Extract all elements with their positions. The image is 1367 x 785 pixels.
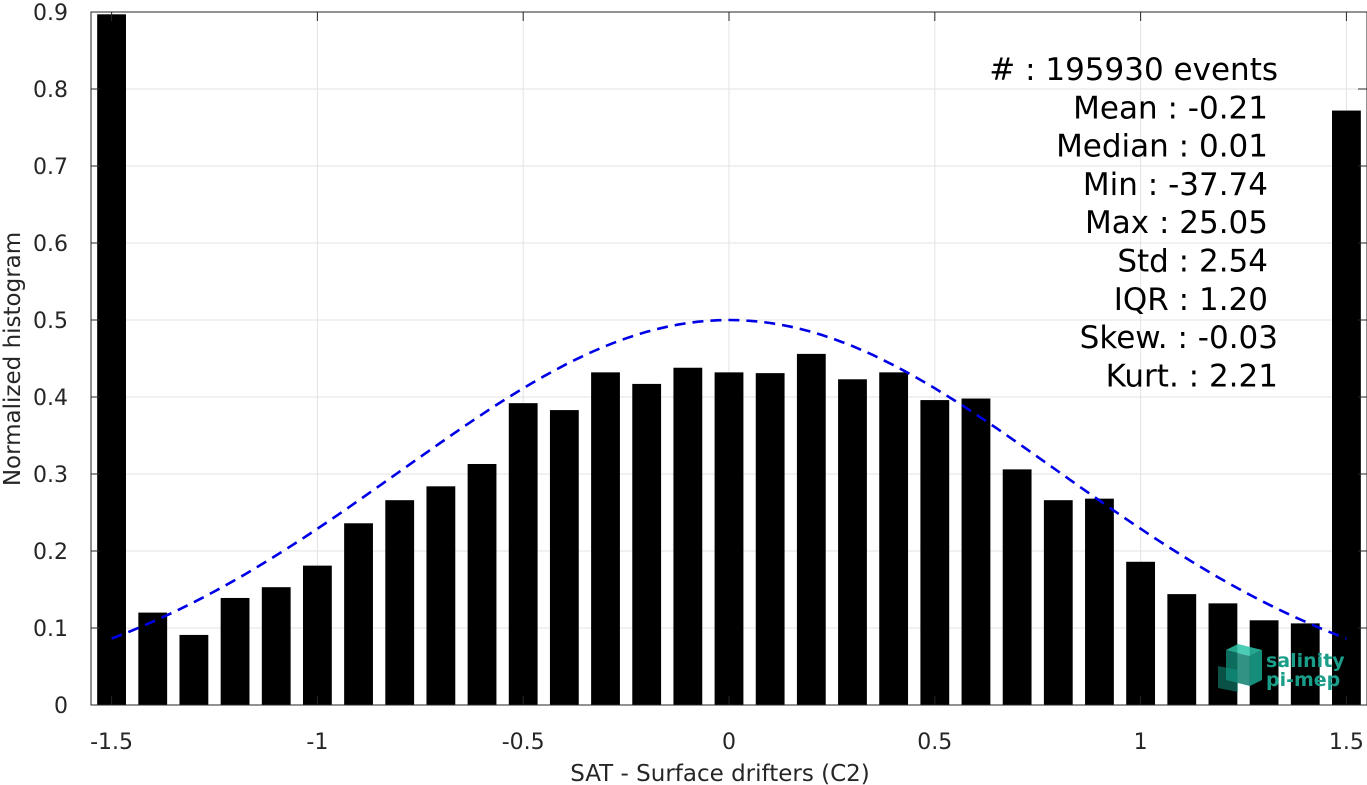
y-tick-label-0: 0: [54, 694, 68, 719]
y-tick-label-4: 0.4: [33, 386, 68, 411]
histogram-bar-19: [879, 372, 909, 705]
histogram-bar-29: [1290, 623, 1320, 705]
y-axis-label: Normalized histogram: [0, 232, 26, 486]
histogram-bar-25: [1126, 561, 1156, 705]
histogram-bar-14: [673, 367, 703, 705]
histogram-bar-8: [426, 486, 456, 705]
histogram-bar-24: [1085, 498, 1114, 705]
x-tick-label-4: 0.5: [917, 730, 952, 755]
histogram-bar-6: [344, 523, 373, 705]
histogram-bar-12: [591, 372, 620, 705]
histogram-bar-18: [838, 379, 867, 705]
axis-ticks: [91, 11, 1367, 706]
histogram-bar-23: [1043, 500, 1073, 705]
x-tick-label-2: -0.5: [502, 730, 545, 755]
stat-line-6: IQR : 1.20: [1114, 282, 1268, 318]
histogram-bar-22: [1002, 469, 1032, 705]
fit-curve-group: [111, 318, 1347, 640]
histogram-bar-3: [220, 597, 250, 705]
y-tick-label-7: 0.7: [33, 155, 68, 180]
histogram-bar-0: [97, 14, 126, 706]
y-tick-label-8: 0.8: [33, 78, 68, 103]
histogram-bar-16: [755, 373, 785, 705]
histogram-bar-9: [467, 463, 497, 705]
x-axis-label: SAT - Surface drifters (C2): [570, 761, 870, 785]
x-tick-label-3: 0: [722, 730, 736, 755]
stat-line-0: # : 195930 events: [989, 52, 1278, 88]
histogram-bar-4: [261, 587, 291, 705]
stat-line-7: Skew. : -0.03: [1080, 320, 1278, 356]
x-tick-label-1: -1: [306, 730, 328, 755]
histogram-bar-21: [961, 398, 991, 705]
y-tick-label-5: 0.5: [33, 309, 68, 334]
histogram-bar-1: [138, 612, 168, 705]
histogram-bars: [97, 14, 1361, 706]
histogram-bar-15: [714, 372, 744, 705]
x-tick-label-0: -1.5: [90, 730, 133, 755]
histogram-bar-30: [1332, 110, 1361, 705]
logo-text-pimep: pi-mep: [1266, 669, 1340, 691]
x-tick-labels: -1.5 -1 -0.5 0 0.5 1 1.5: [90, 730, 1364, 755]
salinity-pimep-logo: salinity pi-mep: [1218, 644, 1345, 692]
histogram-bar-11: [549, 410, 579, 705]
histogram-bar-5: [302, 565, 332, 705]
y-tick-label-9: 0.9: [33, 1, 68, 26]
stat-line-4: Max : 25.05: [1085, 205, 1268, 241]
x-tick-label-6: 1.5: [1329, 730, 1364, 755]
stat-line-2: Median : 0.01: [1056, 129, 1268, 165]
stat-line-3: Min : -37.74: [1083, 167, 1268, 203]
y-tick-label-6: 0.6: [33, 232, 68, 257]
histogram-bar-13: [632, 383, 662, 705]
stat-line-8: Kurt. : 2.21: [1106, 358, 1278, 394]
y-tick-label-2: 0.2: [33, 540, 68, 565]
y-tick-label-3: 0.3: [33, 463, 68, 488]
histogram-bar-2: [179, 634, 209, 705]
stat-line-1: Mean : -0.21: [1073, 90, 1268, 126]
y-tick-labels: 0 0.1 0.2 0.3 0.4 0.5 0.6 0.7 0.8 0.9: [33, 1, 68, 719]
stat-line-5: Std : 2.54: [1117, 244, 1268, 280]
histogram-bar-20: [920, 400, 950, 705]
x-tick-label-5: 1: [1134, 730, 1148, 755]
logo-text-salinity: salinity: [1266, 650, 1345, 672]
logo-cube-icon: [1218, 644, 1262, 692]
gaussian-fit-curve: [111, 318, 1347, 640]
histogram-bar-17: [796, 353, 826, 705]
y-tick-label-1: 0.1: [33, 617, 68, 642]
histogram-bar-10: [508, 403, 538, 705]
histogram-bar-7: [385, 500, 415, 705]
histogram-bar-26: [1167, 594, 1197, 705]
